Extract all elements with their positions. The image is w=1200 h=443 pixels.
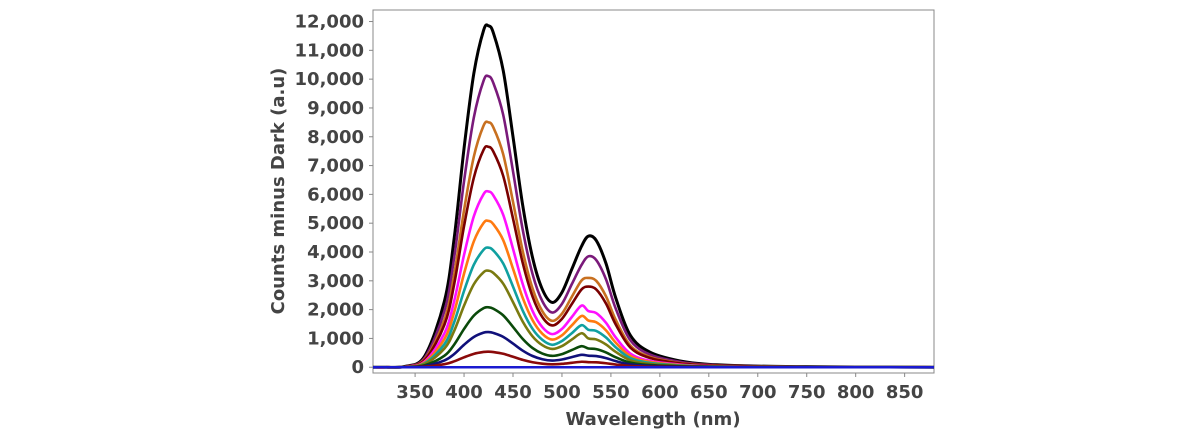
y-tick-label: 8,000 bbox=[307, 127, 364, 148]
x-tick-label: 450 bbox=[494, 382, 532, 403]
y-tick-label: 11,000 bbox=[295, 40, 364, 61]
y-tick-label: 2,000 bbox=[307, 300, 364, 321]
x-tick-label: 600 bbox=[641, 382, 679, 403]
x-tick-label: 400 bbox=[445, 382, 483, 403]
y-axis: 0 1,000 2,000 3,000 4,000 5,000 6,000 7,000 8,00… bbox=[295, 12, 373, 378]
x-tick-label: 800 bbox=[837, 382, 875, 403]
y-tick-label: 10,000 bbox=[295, 69, 364, 90]
x-tick-label: 850 bbox=[886, 382, 924, 403]
x-axis-title: Wavelength (nm) bbox=[565, 409, 740, 430]
y-tick-label: 5,000 bbox=[307, 213, 364, 234]
x-tick-label: 650 bbox=[690, 382, 728, 403]
y-tick-label: 12,000 bbox=[295, 12, 364, 33]
y-axis-title: Counts minus Dark (a.u) bbox=[268, 68, 289, 315]
x-tick-label: 700 bbox=[739, 382, 777, 403]
x-tick-label: 500 bbox=[543, 382, 581, 403]
y-tick-label: 4,000 bbox=[307, 242, 364, 263]
y-tick-label: 9,000 bbox=[307, 98, 364, 119]
plot-frame bbox=[372, 9, 935, 374]
y-tick-label: 3,000 bbox=[307, 271, 364, 292]
y-tick-label: 6,000 bbox=[307, 184, 364, 205]
y-tick-label: 7,000 bbox=[307, 156, 364, 177]
x-tick-label: 550 bbox=[592, 382, 630, 403]
x-tick-label: 350 bbox=[396, 382, 434, 403]
x-axis: 350 400 450 500 550 600 650 700 750 800 850 bbox=[396, 373, 923, 403]
x-tick-label: 750 bbox=[788, 382, 826, 403]
series-layer bbox=[372, 23, 935, 369]
y-tick-label: 1,000 bbox=[307, 328, 364, 349]
y-tick-label: 0 bbox=[351, 357, 364, 378]
